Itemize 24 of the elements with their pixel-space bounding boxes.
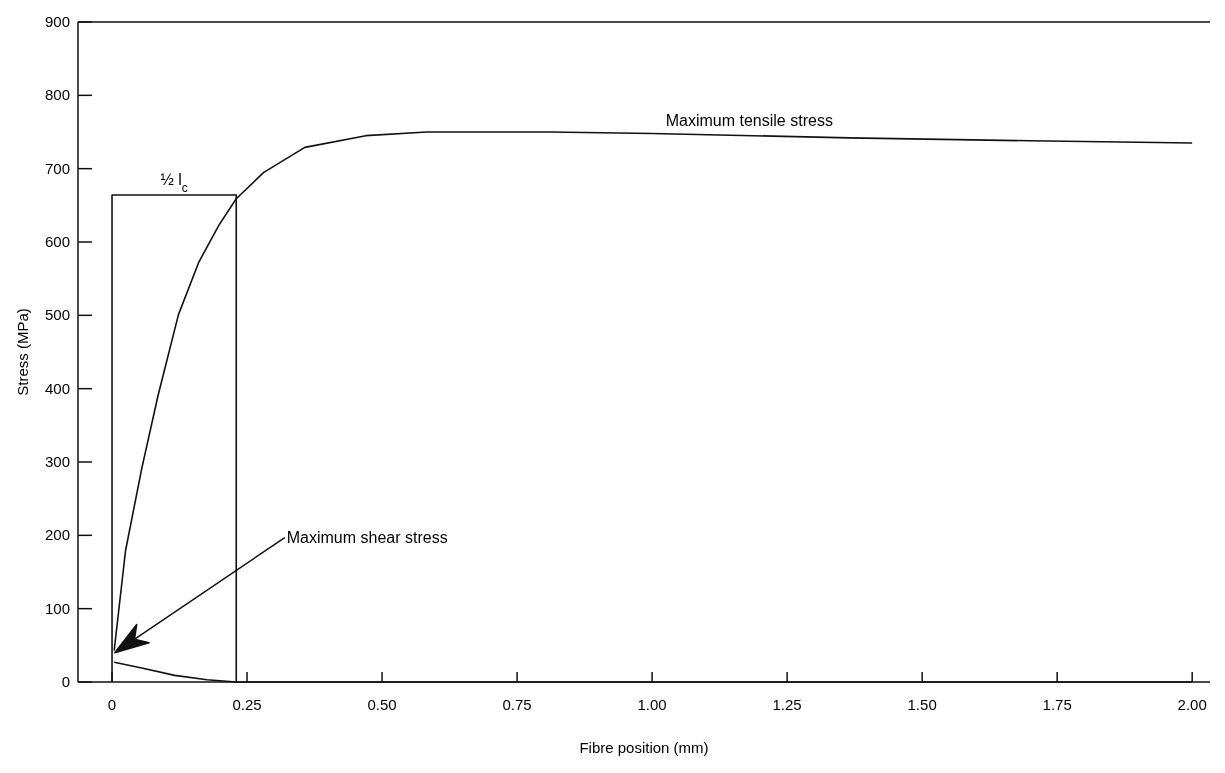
annotation: ½ l$_{c}$ bbox=[160, 171, 188, 196]
annotation: Maximum shear stress bbox=[286, 528, 448, 546]
y-tick-label: 500 bbox=[44, 306, 70, 324]
x-tick-label: 1.00 bbox=[637, 696, 667, 713]
x-tick-label: 0.75 bbox=[502, 696, 532, 713]
y-tick-label: 400 bbox=[44, 379, 70, 397]
y-tick-label: 800 bbox=[44, 86, 70, 104]
y-tick-label: 600 bbox=[44, 233, 70, 250]
x-axis-title: Fibre position (mm) bbox=[579, 739, 709, 756]
y-tick-label: 300 bbox=[44, 453, 70, 470]
x-tick-label: 1.75 bbox=[1042, 696, 1072, 713]
x-tick-label: 0.50 bbox=[367, 696, 397, 713]
annotation: Maximum tensile stress bbox=[665, 111, 833, 129]
y-tick-label: 900 bbox=[44, 13, 70, 30]
y-tick-label: 200 bbox=[44, 526, 70, 544]
y-tick-label: 0 bbox=[61, 673, 70, 690]
x-tick-label: 0.25 bbox=[232, 696, 262, 713]
x-tick-label: 2.00 bbox=[1177, 696, 1207, 713]
x-tick-label: 1.25 bbox=[772, 696, 802, 713]
x-tick-label: 0 bbox=[107, 696, 117, 713]
y-tick-label: 700 bbox=[44, 159, 70, 177]
y-axis-title: Stress (MPa) bbox=[14, 308, 31, 396]
x-tick-label: 1.50 bbox=[907, 696, 937, 713]
y-tick-label: 100 bbox=[44, 599, 70, 617]
